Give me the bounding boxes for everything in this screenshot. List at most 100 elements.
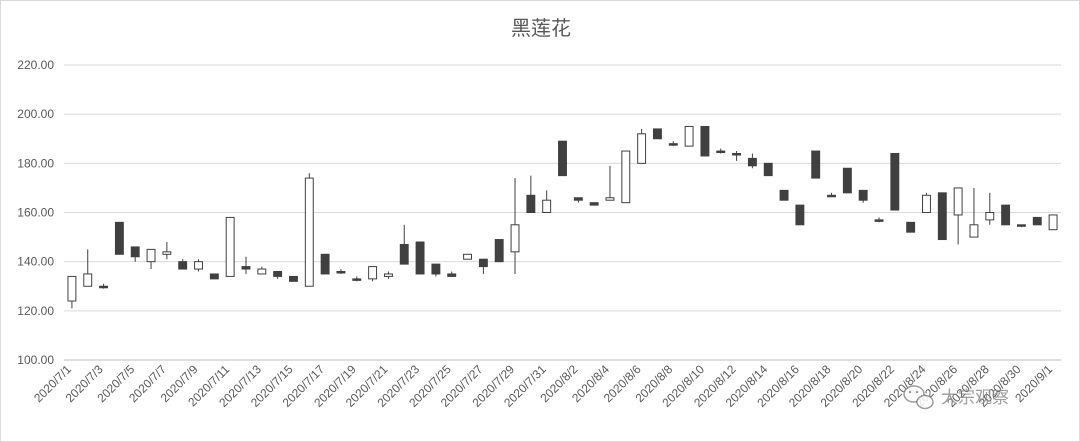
candle-body-down bbox=[558, 140, 567, 177]
y-tick-label: 200.00 bbox=[17, 107, 54, 121]
candle-body-up bbox=[1048, 214, 1058, 231]
candle-body-down bbox=[130, 246, 140, 258]
candle-body-up bbox=[146, 248, 156, 263]
candle bbox=[747, 153, 757, 169]
candle-body-up bbox=[621, 150, 631, 204]
candle bbox=[1048, 214, 1058, 231]
candle-body-down bbox=[858, 189, 868, 201]
candle bbox=[573, 197, 583, 203]
candle bbox=[146, 248, 156, 270]
candle bbox=[874, 217, 884, 223]
candle-body-down bbox=[494, 239, 504, 263]
candle-body-down bbox=[716, 150, 726, 154]
candle bbox=[415, 241, 425, 275]
candle bbox=[779, 189, 789, 201]
y-tick-label: 180.00 bbox=[17, 156, 54, 170]
y-tick-label: 220.00 bbox=[17, 58, 54, 72]
candle-body-down bbox=[273, 271, 283, 277]
candle bbox=[383, 271, 393, 279]
candle-body-down bbox=[668, 143, 678, 146]
candle bbox=[858, 189, 868, 203]
candle-body-down bbox=[937, 192, 947, 241]
candle-body-down bbox=[209, 273, 219, 280]
candle bbox=[494, 239, 504, 263]
candle-body-down bbox=[1001, 204, 1011, 226]
candle-body-down bbox=[336, 271, 346, 274]
candle bbox=[67, 275, 77, 309]
y-tick-label: 100.00 bbox=[17, 353, 54, 367]
candle-body-down bbox=[573, 197, 583, 201]
candle-body-down bbox=[352, 278, 362, 281]
y-tick-label: 160.00 bbox=[17, 206, 54, 220]
candle bbox=[811, 150, 821, 179]
candle bbox=[922, 192, 931, 214]
candle bbox=[336, 269, 346, 274]
candle-body-down bbox=[795, 204, 805, 226]
candle-body-down bbox=[289, 275, 298, 282]
candle bbox=[257, 266, 267, 275]
candle bbox=[130, 246, 140, 262]
candle-body-down bbox=[827, 194, 836, 198]
candle bbox=[273, 271, 283, 279]
candle bbox=[621, 150, 631, 204]
candle bbox=[225, 216, 235, 277]
candle bbox=[637, 128, 647, 164]
candle-body-up bbox=[83, 273, 93, 287]
candle-body-down bbox=[779, 189, 789, 201]
candle bbox=[842, 167, 852, 194]
candle-body-up bbox=[684, 125, 694, 147]
candle bbox=[510, 178, 520, 274]
candle-body-up bbox=[368, 266, 378, 280]
candle bbox=[241, 256, 251, 274]
candle-body-down bbox=[1016, 224, 1026, 227]
candle bbox=[162, 242, 172, 260]
candle-body-down bbox=[732, 153, 742, 156]
candle bbox=[985, 192, 995, 225]
candle bbox=[289, 275, 298, 282]
candle bbox=[542, 190, 552, 213]
x-axis: 2020/7/12020/7/32020/7/52020/7/72020/7/9… bbox=[31, 359, 1061, 410]
candle bbox=[194, 259, 203, 272]
candle bbox=[526, 175, 536, 214]
candle-body-up bbox=[969, 224, 979, 238]
candle bbox=[716, 148, 726, 154]
candle bbox=[447, 271, 457, 277]
candle-body-down bbox=[1032, 216, 1042, 226]
candle bbox=[763, 162, 773, 177]
candle-body-up bbox=[162, 251, 172, 255]
candle-body-down bbox=[700, 125, 710, 157]
candle-body-up bbox=[953, 187, 963, 216]
candle bbox=[1001, 204, 1011, 226]
candle-body-up bbox=[257, 268, 267, 275]
candle-body-down bbox=[811, 150, 821, 179]
candle-body-down bbox=[874, 219, 884, 222]
candle-body-down bbox=[114, 221, 124, 255]
candle bbox=[114, 221, 124, 255]
watermark-text: 大宗观察 bbox=[941, 388, 1009, 408]
candle bbox=[1032, 216, 1042, 226]
candle bbox=[906, 221, 916, 233]
candle bbox=[969, 187, 979, 238]
candle-body-down bbox=[890, 153, 900, 211]
candle-body-down bbox=[178, 261, 188, 270]
candle bbox=[795, 204, 805, 226]
candle-body-up bbox=[225, 216, 235, 277]
candle bbox=[352, 276, 362, 282]
candle-body-up bbox=[67, 275, 77, 302]
candle-body-up bbox=[922, 194, 931, 214]
candle bbox=[463, 253, 473, 260]
candle-body-down bbox=[447, 273, 457, 277]
candle-body-down bbox=[589, 202, 599, 206]
candle bbox=[478, 258, 488, 274]
candles bbox=[67, 125, 1058, 309]
grid-lines bbox=[64, 64, 1061, 361]
candle-body-down bbox=[431, 263, 441, 275]
candle bbox=[589, 202, 599, 206]
candle-body-down bbox=[906, 221, 916, 233]
y-tick-label: 120.00 bbox=[17, 304, 54, 318]
watermark: 大宗观察 bbox=[903, 385, 1009, 410]
candle bbox=[178, 259, 188, 270]
candle bbox=[431, 263, 441, 277]
candle-body-down bbox=[842, 167, 852, 194]
